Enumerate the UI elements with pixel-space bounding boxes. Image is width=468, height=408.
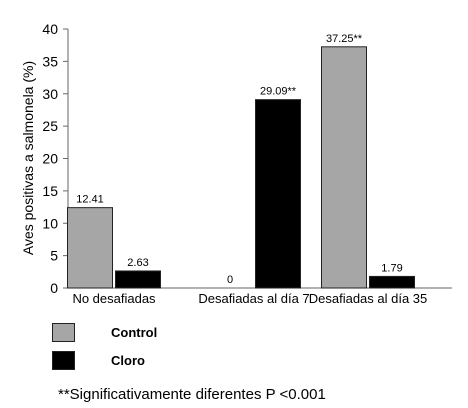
legend-swatch-control: [52, 323, 75, 342]
y-tick-label-15: 15: [42, 183, 58, 199]
y-tick-label-5: 5: [50, 248, 58, 264]
bar-cloro-0: [115, 270, 161, 289]
legend-label-cloro: Cloro: [111, 353, 145, 368]
y-axis-ticks: 0 5 10 15 20 25 30 35 40: [42, 21, 68, 296]
footnote: **Significativamente diferentes P <0.001: [58, 386, 326, 403]
bar-control-0: [67, 207, 113, 289]
y-axis-title: Aves positivas a salmonela (%): [20, 61, 36, 255]
data-label-cloro-0: 2.63: [127, 257, 148, 269]
bars-group: 12.41 2.63 0 29.09** 37.25** 1.79: [67, 33, 415, 289]
data-label-control-2: 37.25**: [326, 33, 363, 45]
y-tick-label-10: 10: [42, 215, 58, 231]
y-tick-label-25: 25: [42, 118, 58, 134]
legend-item-cloro: Cloro: [52, 351, 145, 370]
legend-item-control: Control: [52, 323, 157, 342]
y-tick-label-0: 0: [50, 280, 58, 296]
bar-control-2: [321, 46, 367, 289]
data-label-cloro-1: 29.09**: [260, 86, 297, 98]
y-tick-label-30: 30: [42, 86, 58, 102]
data-label-control-1: 0: [227, 274, 233, 286]
legend-swatch-cloro: [52, 351, 75, 370]
category-label-1: Desafiadas al día 7: [198, 291, 309, 306]
bar-cloro-2: [369, 275, 415, 289]
category-label-0: No desafiadas: [72, 291, 156, 306]
legend-label-control: Control: [111, 325, 158, 340]
y-tick-label-40: 40: [42, 21, 58, 37]
category-labels: No desafiadas Desafiadas al día 7 Desafiad…: [72, 291, 427, 306]
data-label-cloro-2: 1.79: [381, 262, 402, 274]
y-tick-label-20: 20: [42, 151, 58, 167]
data-label-control-0: 12.41: [76, 194, 104, 206]
category-label-2: Desafiadas al día 35: [309, 291, 428, 306]
bar-chart: 0 5 10 15 20 25 30 35 40 12.41 2.63 0 29.09** 37.25*…: [20, 21, 452, 306]
bar-cloro-1: [255, 99, 301, 289]
y-tick-label-35: 35: [42, 53, 58, 69]
